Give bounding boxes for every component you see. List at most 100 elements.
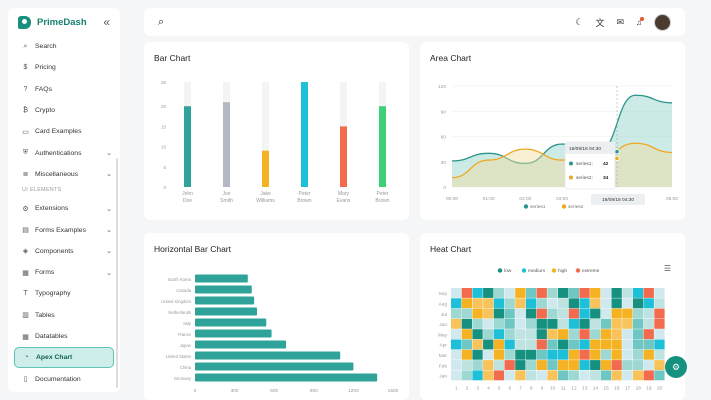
heat-cell	[632, 360, 644, 370]
x-tick-label: 06:00	[666, 196, 678, 202]
heat-cell	[632, 339, 644, 350]
x-tick-label: Brown	[375, 198, 389, 204]
area-chart: 030609012000:0001:0002:0003:0004:0005:00…	[438, 84, 678, 210]
x-tick-label: John	[182, 191, 193, 197]
sidebar-item-miscellaneous[interactable]: ≣ Miscellaneous ⌄	[8, 164, 120, 185]
moon-icon[interactable]: ☾	[575, 16, 584, 27]
legend-marker	[523, 204, 529, 209]
x-tick-label: Peter	[377, 191, 389, 197]
heat-cell	[622, 298, 633, 309]
sidebar-item-typography[interactable]: T Typography	[8, 283, 120, 304]
heat-cell	[568, 288, 579, 298]
sidebar-item-pricing[interactable]: $ Pricing	[8, 57, 120, 78]
sidebar-item-forms-examples[interactable]: ▤ Forms Examples ⌄	[8, 219, 120, 240]
bar	[195, 307, 258, 316]
sidebar-item-search[interactable]: ⌕ Search	[8, 36, 120, 57]
heat-cell	[493, 298, 505, 309]
x-tick-label: 19	[646, 386, 652, 392]
heat-cell	[493, 370, 505, 381]
heat-cell	[536, 339, 547, 350]
sidebar-item-authentications[interactable]: ⛨ Authentications ⌄	[8, 142, 120, 163]
sidebar-item-forms[interactable]: ▦ Forms ⌄	[8, 262, 120, 283]
heat-cell	[515, 360, 526, 370]
x-tick-label: 15	[603, 386, 609, 392]
heat-cell	[547, 308, 558, 319]
sidebar-item-documentation[interactable]: ▯ Documentation	[8, 368, 120, 389]
mail-icon[interactable]: ✉	[616, 16, 624, 27]
topbar-actions: ☾ 文 ✉ ♫	[575, 13, 671, 31]
heat-cell	[525, 308, 537, 319]
sidebar-scrollbar[interactable]	[116, 158, 118, 388]
search-icon[interactable]: ⌕	[158, 15, 165, 28]
table-icon: ▥	[22, 312, 29, 320]
heat-cell	[536, 288, 547, 298]
sidebar-item-apex-chart[interactable]: ◔ Apex Chart	[14, 347, 114, 369]
heat-cell	[493, 308, 505, 319]
y-tick-label: South Korea	[168, 277, 192, 282]
sidebar-item-label: Forms Examples	[35, 226, 86, 234]
heat-cell	[525, 318, 537, 329]
heat-cell	[515, 370, 526, 381]
bar	[195, 373, 378, 382]
heat-cell	[558, 329, 569, 340]
x-tick-label: 9	[541, 386, 544, 392]
sidebar-item-card-examples[interactable]: ▭ Card Examples	[8, 121, 120, 142]
heat-cell	[525, 349, 537, 360]
brand[interactable]: PrimeDash «	[8, 8, 120, 36]
heat-cell	[472, 329, 483, 340]
heat-cell	[558, 318, 569, 329]
heat-cell	[590, 360, 601, 370]
y-tick-label: Aug	[438, 301, 447, 307]
sidebar-item-faqs[interactable]: ? FAQs	[8, 79, 120, 100]
sidebar-item-components[interactable]: ◈ Components ⌄	[8, 241, 120, 262]
sidebar-item-datatables[interactable]: ▦ Datatables	[8, 326, 120, 347]
typography-icon: T	[23, 290, 28, 298]
y-tick-label: United Kingdom	[161, 299, 191, 304]
collapse-icon[interactable]: «	[103, 15, 110, 29]
translate-icon[interactable]: 文	[595, 17, 605, 28]
heat-cell	[622, 329, 633, 340]
heat-cell	[654, 370, 665, 381]
heat-cell	[600, 288, 612, 298]
horizontal-bar-chart-card: Horizontal Bar Chart 0 300 600 900 1200 1500 S…	[144, 233, 409, 400]
settings-fab-button[interactable]: ⚙	[665, 356, 687, 378]
heat-cell	[654, 318, 665, 329]
y-tick-label: Canada	[176, 288, 191, 293]
y-tick-label: 60	[441, 135, 447, 141]
avatar[interactable]	[654, 13, 671, 31]
heat-cell	[632, 298, 644, 309]
sidebar-item-label: Miscellaneous	[35, 170, 79, 178]
y-tick-label: Jul	[441, 312, 447, 318]
x-tick-label: 900	[310, 388, 318, 394]
y-tick-label: 0	[163, 185, 166, 190]
heat-cell	[590, 288, 601, 298]
y-tick-label: Germany	[174, 376, 192, 381]
sidebar-item-label: Apex Chart	[36, 354, 73, 362]
sidebar-item-label: Extensions	[35, 205, 69, 213]
heat-cell	[579, 298, 590, 309]
sidebar-item-crypto[interactable]: ₿ Crypto	[8, 100, 120, 121]
heat-cell	[515, 288, 526, 298]
sidebar: PrimeDash « ⌕ Search $ Pricing? FAQs ₿ Crypto ▭…	[8, 8, 120, 392]
heat-cell	[590, 349, 601, 360]
y-tick-label: Netherlands	[168, 310, 191, 315]
heat-cell	[515, 318, 526, 329]
heat-cell	[461, 318, 472, 329]
sidebar-item-extensions[interactable]: ⚙ Extensions ⌄	[8, 198, 120, 219]
sliders-icon: ⚙	[671, 361, 681, 372]
heat-cell	[568, 308, 579, 319]
y-tick-label: 120	[438, 84, 446, 90]
bar	[340, 126, 347, 187]
heat-cell	[472, 370, 483, 381]
heat-cell	[547, 349, 558, 360]
heat-cell	[525, 298, 537, 309]
sidebar-item-label: FAQs	[35, 85, 52, 93]
sidebar-item-tables[interactable]: ▥ Tables	[8, 305, 120, 326]
heat-cell	[461, 360, 472, 370]
heat-cell	[472, 298, 483, 309]
menu-icon[interactable]: ☰	[663, 264, 671, 273]
x-tick-label: 11	[561, 386, 566, 392]
heat-cell	[579, 370, 590, 381]
bell-icon[interactable]: ♫	[636, 16, 644, 27]
sidebar-nav: ⌕ Search $ Pricing? FAQs ₿ Crypto ▭ Card Example…	[8, 36, 120, 390]
